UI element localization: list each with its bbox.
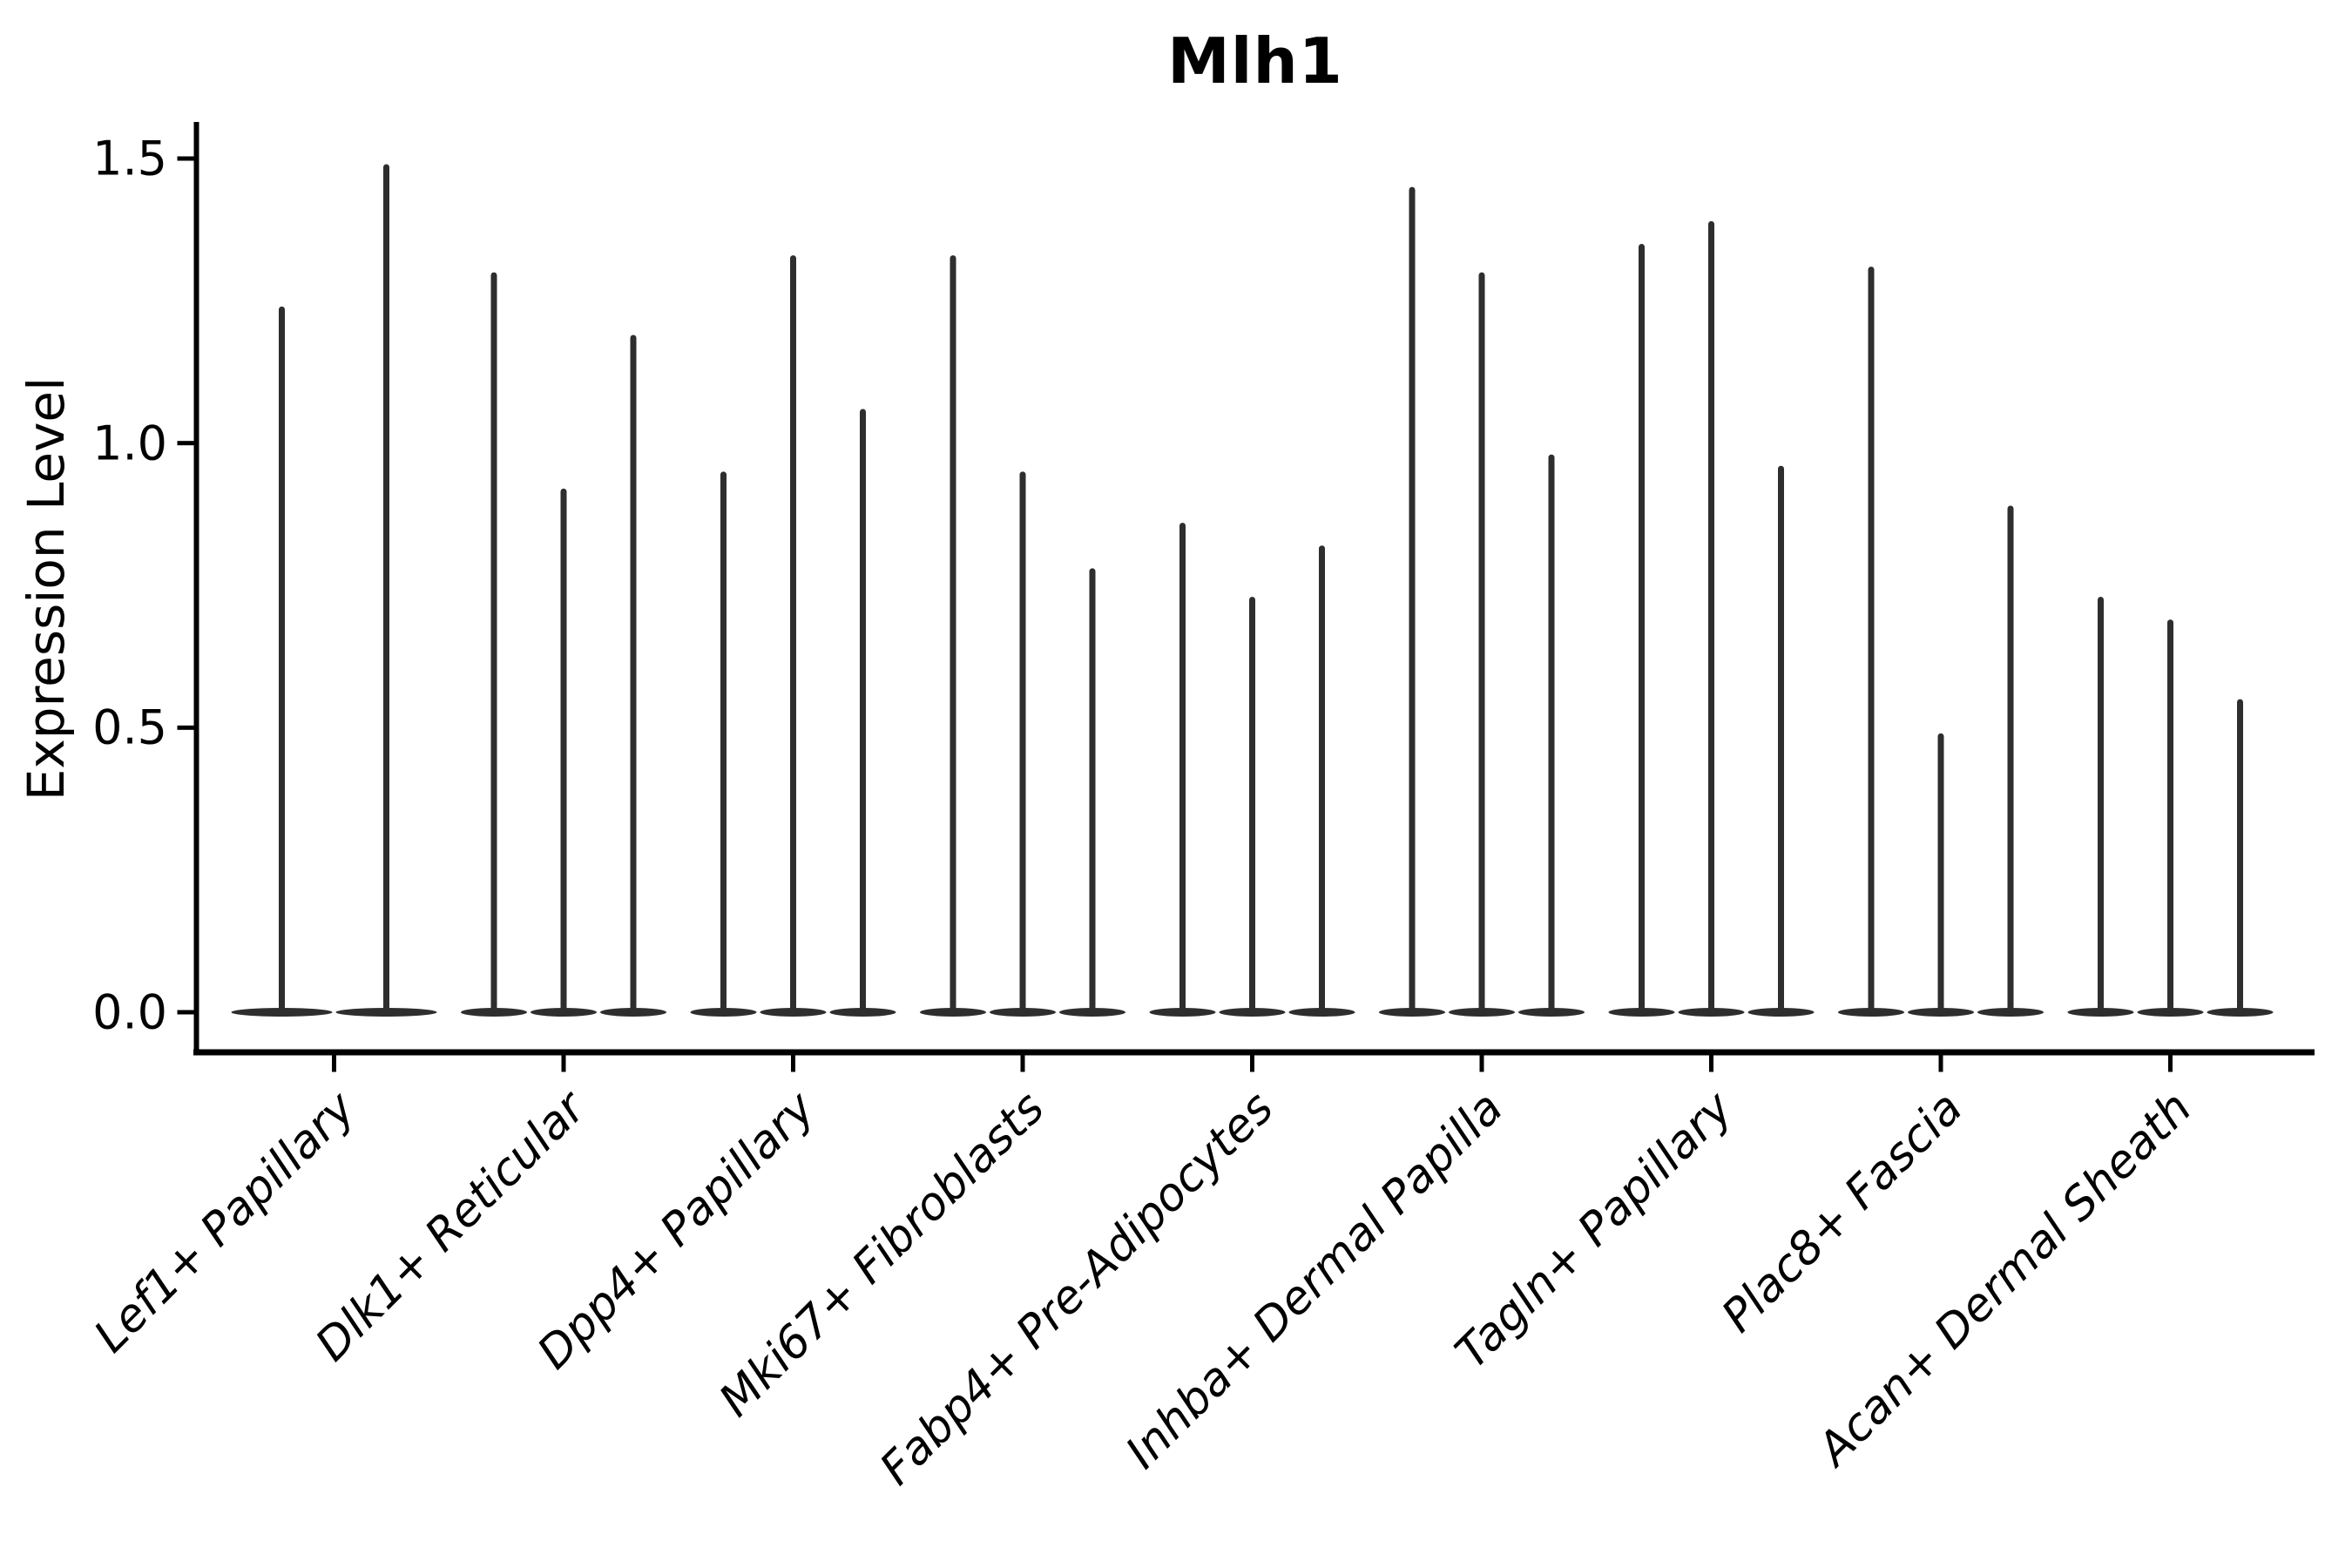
- x-tick: [1250, 1055, 1254, 1072]
- violin: [600, 335, 666, 1017]
- x-tick: [332, 1055, 336, 1072]
- violin: [1449, 272, 1515, 1017]
- y-tick: [177, 725, 194, 730]
- x-tick: [1938, 1055, 1943, 1072]
- violin: [1149, 523, 1216, 1017]
- violin: [1747, 465, 1815, 1017]
- violin-spike: [1548, 454, 1555, 1012]
- violin-spike: [279, 306, 285, 1012]
- violin-spike: [1179, 523, 1186, 1012]
- violin: [2137, 619, 2204, 1017]
- violin-spike: [1089, 568, 1096, 1012]
- violin-spike: [560, 488, 567, 1012]
- violin: [1608, 244, 1675, 1017]
- violin: [1379, 186, 1445, 1017]
- violin: [690, 471, 757, 1017]
- violin: [231, 306, 333, 1017]
- x-tick: [1020, 1055, 1025, 1072]
- axes-layer: [177, 122, 2315, 1072]
- violin-spike: [2167, 619, 2173, 1012]
- y-tick-label: 1.0: [92, 416, 167, 471]
- violin-spike: [1249, 597, 1255, 1012]
- violin-spike: [2007, 505, 2014, 1012]
- violin: [2067, 597, 2134, 1017]
- x-axis-spine: [193, 1049, 2315, 1056]
- violin-spike: [630, 335, 637, 1012]
- violin: [760, 255, 827, 1017]
- y-tick: [177, 156, 194, 161]
- violin: [1059, 568, 1125, 1017]
- violin: [829, 409, 896, 1017]
- violin: [1838, 267, 1904, 1017]
- violins-layer: [231, 164, 2274, 1017]
- violin-spike: [1478, 272, 1485, 1012]
- violin: [1219, 597, 1286, 1017]
- y-tick: [177, 441, 194, 446]
- violin-spike: [1868, 267, 1875, 1012]
- violin: [1977, 505, 2044, 1017]
- violin: [1678, 220, 1745, 1017]
- y-tick-label: 0.0: [92, 984, 167, 1040]
- x-tick: [1479, 1055, 1484, 1072]
- violin-spike: [1019, 471, 1026, 1012]
- violin: [1518, 454, 1585, 1017]
- violin-spike: [490, 272, 497, 1012]
- violin-spike: [1778, 465, 1784, 1012]
- x-tick: [2168, 1055, 2173, 1072]
- violin: [335, 164, 437, 1017]
- violin-spike: [1409, 186, 1416, 1012]
- y-tick: [177, 1010, 194, 1015]
- violin: [1908, 733, 1974, 1017]
- violin: [920, 255, 986, 1017]
- violin: [2207, 699, 2274, 1017]
- chart-title: Mlh1: [1167, 24, 1343, 98]
- y-tick-label: 1.5: [92, 131, 167, 186]
- x-tick: [1709, 1055, 1713, 1072]
- violin: [531, 488, 597, 1017]
- violin-spike: [2098, 597, 2104, 1012]
- violin-spike: [790, 255, 796, 1012]
- violin-spike: [1319, 545, 1325, 1012]
- violin-spike: [720, 471, 727, 1012]
- violin-spike: [1639, 244, 1645, 1012]
- violin-spike: [950, 255, 956, 1012]
- x-tick: [561, 1055, 566, 1072]
- violin-spike: [1708, 220, 1714, 1012]
- x-tick: [791, 1055, 795, 1072]
- violin-spike: [1937, 733, 1944, 1012]
- y-tick-label: 0.5: [92, 700, 167, 755]
- violin-spike: [2237, 699, 2243, 1012]
- violin-spike: [383, 164, 389, 1012]
- violin: [990, 471, 1056, 1017]
- violin-spike: [860, 409, 866, 1012]
- violin: [461, 272, 527, 1017]
- violin: [1288, 545, 1355, 1017]
- y-axis-spine: [193, 122, 199, 1056]
